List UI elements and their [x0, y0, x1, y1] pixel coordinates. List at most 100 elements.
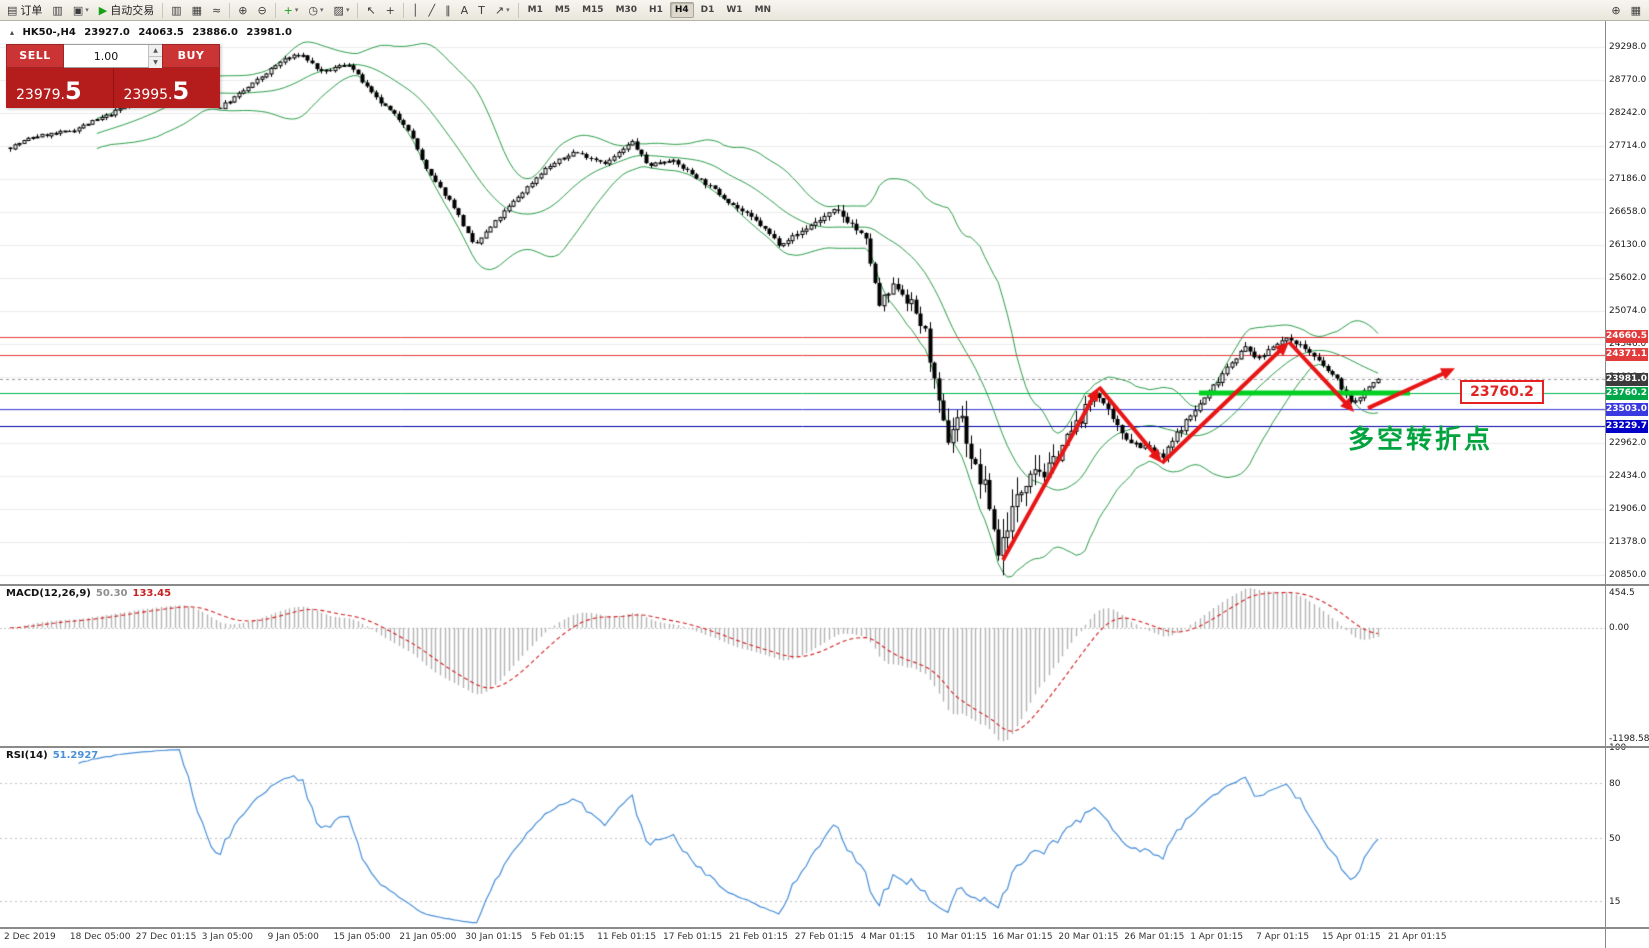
ohlc-high: 24063.5 — [138, 27, 184, 38]
new-order-button[interactable]: ▤ 订单 — [3, 1, 46, 20]
text-tool-button[interactable]: T — [474, 1, 489, 20]
vertical-line-button[interactable]: │ — [408, 1, 423, 20]
time-axis-label: 15 Apr 01:15 — [1322, 932, 1381, 942]
timeframe-m15-button[interactable]: M15 — [582, 5, 604, 15]
macd-splitter[interactable] — [0, 584, 1649, 586]
time-axis-label: 21 Apr 01:15 — [1387, 932, 1447, 942]
rsi-header: RSI(14) 51.2927 — [6, 750, 98, 761]
time-axis-label: 21 Feb 01:15 — [728, 932, 788, 942]
sell-price: 23979. 5 — [6, 68, 113, 108]
timeframe-m30-button[interactable]: M30 — [615, 5, 638, 15]
time-axis-splitter — [0, 927, 1649, 929]
toolbar: ▤ 订单 ▥ ▣ ▾ ▶ 自动交易 ▥ ▦ ≈ ⊕ ⊖ + ▾ ◷ ▾ ▨ ▾ ↖ + │ ╱ ∥ A T ↗ ▾ M1 M5 M15 M3… — [0, 0, 1649, 21]
price-tag: 24660.5 — [1605, 330, 1648, 344]
autotrading-label: 自动交易 — [110, 4, 155, 17]
timeframe-m5-button[interactable]: M5 — [554, 5, 571, 15]
buy-price: 23995. 5 — [112, 68, 221, 108]
symbol-icon: ▴ — [10, 28, 15, 37]
macd-axis-label: -1198.58 — [1609, 734, 1649, 744]
zoom-in-button[interactable]: ⊕ — [234, 1, 251, 20]
caret-down-icon: ▾ — [320, 6, 324, 14]
line-chart-button[interactable]: ≈ — [208, 1, 225, 20]
volume-spinner: ▲ ▼ — [148, 45, 162, 68]
rsi-axis-label: 15 — [1609, 896, 1621, 907]
periods-button[interactable]: ◷ ▾ — [304, 1, 327, 20]
line-chart-icon: ≈ — [212, 3, 222, 17]
volume-down-icon[interactable]: ▼ — [149, 57, 162, 68]
rsi-label: RSI(14) — [6, 750, 48, 761]
rsi-axis-label: 80 — [1609, 779, 1621, 790]
rsi-splitter[interactable] — [0, 746, 1649, 748]
sell-price-big: 5 — [65, 77, 82, 106]
new-order-label: 订单 — [20, 4, 43, 17]
magnifier-button[interactable]: ⊕ — [1607, 1, 1624, 20]
text-label-button[interactable]: A — [457, 1, 473, 20]
indicators-button[interactable]: + ▾ — [280, 1, 303, 20]
bar-chart-button[interactable]: ▥ — [167, 1, 185, 20]
price-axis-label: 22962.0 — [1609, 438, 1647, 448]
price-tag: 24371.1 — [1605, 348, 1648, 362]
chart-symbol: HK50-,H4 — [22, 27, 76, 38]
ohlc-open: 23927.0 — [84, 27, 130, 38]
time-axis-label: 7 Apr 01:15 — [1256, 932, 1310, 942]
chart-grid-button[interactable]: ▦ — [1627, 1, 1645, 20]
periods-icon: ◷ — [308, 3, 319, 17]
price-axis-label: 27186.0 — [1609, 174, 1647, 184]
turning-point-note: 多空转折点 — [1348, 425, 1494, 455]
timeframe-w1-button[interactable]: W1 — [726, 5, 743, 15]
caret-down-icon: ▾ — [85, 6, 89, 14]
time-axis: 2 Dec 2019 18 Dec 05:00 27 Dec 01:15 3 Jan … — [0, 929, 1605, 948]
price-axis-label: 28242.0 — [1609, 108, 1647, 118]
price-axis-label: 25074.0 — [1609, 306, 1647, 316]
rsi-axis-label: 100 — [1609, 743, 1627, 753]
autotrading-icon: ▶ — [98, 3, 108, 17]
macd-axis-label: 0.00 — [1609, 622, 1630, 633]
macd-header: MACD(12,26,9) 50.30 133.45 — [6, 588, 171, 599]
candlestick-chart-button[interactable]: ▦ — [188, 1, 206, 20]
time-axis-label: 9 Jan 05:00 — [267, 932, 319, 942]
volume-up-icon[interactable]: ▲ — [149, 45, 162, 57]
cursor-button[interactable]: ↖ — [362, 1, 379, 20]
timeframe-d1-button[interactable]: D1 — [700, 5, 715, 15]
trendline-button[interactable]: ╱ — [425, 1, 440, 20]
volume-input[interactable]: 1.00 ▲ ▼ — [64, 44, 162, 68]
price-tag: 23760.2 — [1605, 386, 1648, 400]
sell-button[interactable]: SELL — [6, 44, 64, 68]
price-axis-label: 26658.0 — [1609, 207, 1647, 217]
price-axis-label: 28770.0 — [1609, 75, 1647, 85]
time-axis-label: 5 Feb 01:15 — [531, 932, 585, 942]
templates-button[interactable]: ▨ ▾ — [330, 1, 354, 20]
autotrading-button[interactable]: ▶ 自动交易 — [95, 1, 158, 20]
buy-price-main: 23995. — [123, 87, 173, 103]
macd-panel-canvas[interactable] — [0, 585, 1605, 747]
toolbar-separator — [274, 2, 276, 18]
navigator-button[interactable]: ▣ ▾ — [69, 1, 93, 20]
time-axis-label: 2 Dec 2019 — [4, 932, 56, 942]
timeframe-mn-button[interactable]: MN — [754, 5, 772, 15]
toolbar-right-group: ⊕ ▦ — [1606, 1, 1646, 20]
crosshair-icon: + — [385, 3, 395, 17]
timeframe-m1-button[interactable]: M1 — [527, 5, 543, 15]
equidistant-channel-button[interactable]: ∥ — [441, 1, 455, 20]
buy-button[interactable]: BUY — [162, 44, 220, 68]
timeframe-h1-button[interactable]: H1 — [649, 5, 663, 15]
zoom-out-button[interactable]: ⊖ — [253, 1, 270, 20]
time-axis-label: 3 Jan 05:00 — [201, 932, 253, 942]
price-chart-canvas[interactable] — [0, 21, 1605, 585]
time-axis-label: 30 Jan 01:15 — [465, 932, 523, 942]
arrows-tool-button[interactable]: ↗ ▾ — [491, 1, 514, 20]
rsi-panel-canvas[interactable] — [0, 747, 1605, 928]
new-order-icon: ▤ — [7, 3, 18, 17]
price-axis-label: 24546.0 — [1609, 339, 1647, 349]
ohlc-low: 23886.0 — [192, 27, 238, 38]
bar-chart-icon: ▥ — [171, 3, 182, 17]
time-axis-label: 27 Dec 01:15 — [135, 932, 197, 942]
timeframe-h4-button[interactable]: H4 — [669, 2, 694, 18]
rsi-axis-label: 50 — [1609, 833, 1621, 844]
crosshair-button[interactable]: + — [382, 1, 399, 20]
price-tag: 23503.0 — [1605, 402, 1648, 416]
toolbar-separator — [357, 2, 359, 18]
price-axis-label: 27714.0 — [1609, 141, 1647, 151]
market-watch-button[interactable]: ▥ — [48, 1, 66, 20]
